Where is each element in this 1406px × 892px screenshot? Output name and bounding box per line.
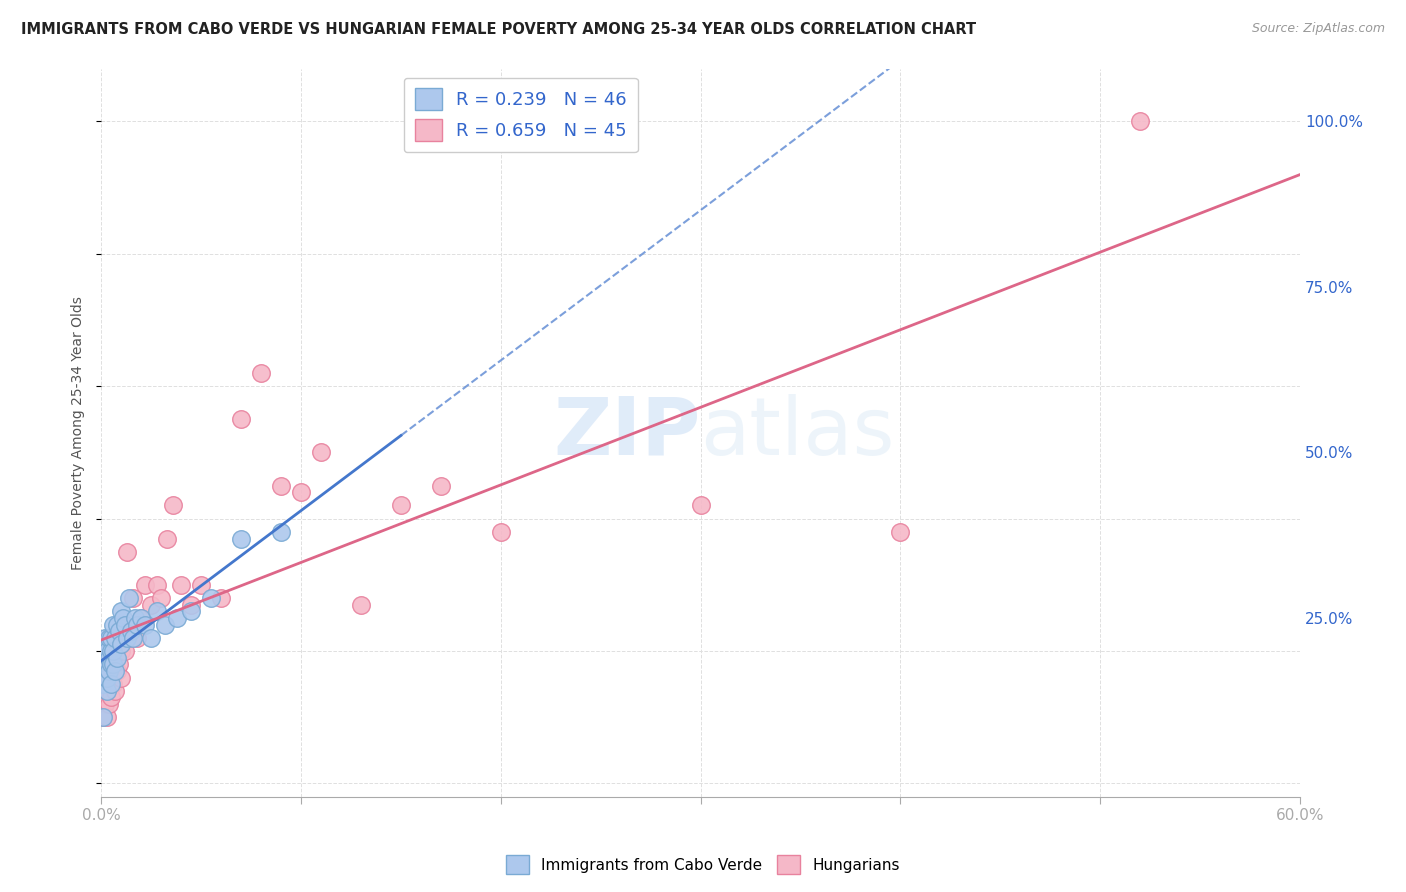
Point — [98, 664, 121, 678]
Point — [98, 697, 121, 711]
Point — [96, 683, 118, 698]
Point — [110, 604, 132, 618]
Y-axis label: Female Poverty Among 25-34 Year Olds: Female Poverty Among 25-34 Year Olds — [72, 295, 86, 569]
Point — [389, 499, 412, 513]
Point — [100, 664, 122, 678]
Point — [94, 644, 117, 658]
Point — [430, 478, 453, 492]
Point — [270, 478, 292, 492]
Point — [134, 617, 156, 632]
Point — [166, 611, 188, 625]
Point — [100, 690, 122, 705]
Point — [209, 591, 232, 606]
Point — [94, 671, 117, 685]
Point — [129, 611, 152, 625]
Point — [108, 657, 131, 672]
Point — [127, 617, 149, 632]
Point — [91, 657, 114, 672]
Point — [141, 598, 163, 612]
Point — [105, 617, 128, 632]
Point — [96, 710, 118, 724]
Point — [108, 624, 131, 639]
Point — [290, 485, 312, 500]
Point — [91, 677, 114, 691]
Point — [162, 499, 184, 513]
Point — [124, 611, 146, 625]
Point — [229, 412, 252, 426]
Point — [170, 578, 193, 592]
Point — [115, 631, 138, 645]
Point — [112, 631, 135, 645]
Point — [156, 532, 179, 546]
Point — [98, 671, 121, 685]
Point — [94, 631, 117, 645]
Point — [105, 664, 128, 678]
Legend: R = 0.239   N = 46, R = 0.659   N = 45: R = 0.239 N = 46, R = 0.659 N = 45 — [404, 78, 638, 153]
Point — [120, 631, 142, 645]
Point — [489, 524, 512, 539]
Point — [98, 631, 121, 645]
Text: ZIP: ZIP — [554, 393, 700, 472]
Point — [105, 644, 128, 658]
Point — [180, 604, 202, 618]
Point — [103, 677, 125, 691]
Point — [100, 677, 122, 691]
Point — [96, 683, 118, 698]
Point — [250, 366, 273, 380]
Point — [100, 631, 122, 645]
Text: IMMIGRANTS FROM CABO VERDE VS HUNGARIAN FEMALE POVERTY AMONG 25-34 YEAR OLDS COR: IMMIGRANTS FROM CABO VERDE VS HUNGARIAN … — [21, 22, 976, 37]
Text: atlas: atlas — [700, 393, 896, 472]
Point — [96, 644, 118, 658]
Point — [100, 657, 122, 672]
Point — [309, 445, 332, 459]
Point — [104, 664, 127, 678]
Text: Source: ZipAtlas.com: Source: ZipAtlas.com — [1251, 22, 1385, 36]
Point — [112, 611, 135, 625]
Point — [146, 604, 169, 618]
Point — [229, 532, 252, 546]
Point — [110, 644, 132, 658]
Point — [103, 657, 125, 672]
Point — [153, 617, 176, 632]
Point — [129, 611, 152, 625]
Legend: Immigrants from Cabo Verde, Hungarians: Immigrants from Cabo Verde, Hungarians — [499, 849, 907, 880]
Point — [122, 631, 145, 645]
Point — [127, 631, 149, 645]
Point — [104, 631, 127, 645]
Point — [118, 591, 141, 606]
Point — [190, 578, 212, 592]
Point — [103, 657, 125, 672]
Point — [889, 524, 911, 539]
Point — [91, 710, 114, 724]
Point — [100, 644, 122, 658]
Point — [150, 591, 173, 606]
Point — [689, 499, 711, 513]
Point — [122, 591, 145, 606]
Point — [98, 650, 121, 665]
Point — [110, 671, 132, 685]
Point — [134, 578, 156, 592]
Point — [115, 545, 138, 559]
Point — [94, 657, 117, 672]
Point — [120, 624, 142, 639]
Point — [114, 644, 136, 658]
Point — [105, 650, 128, 665]
Point — [180, 598, 202, 612]
Point — [146, 578, 169, 592]
Point — [103, 644, 125, 658]
Point — [141, 631, 163, 645]
Point — [114, 617, 136, 632]
Point — [350, 598, 373, 612]
Point — [96, 671, 118, 685]
Point — [270, 524, 292, 539]
Point — [103, 617, 125, 632]
Point — [1129, 114, 1152, 128]
Point — [200, 591, 222, 606]
Point — [91, 710, 114, 724]
Point — [110, 637, 132, 651]
Point — [104, 683, 127, 698]
Point — [91, 644, 114, 658]
Point — [94, 697, 117, 711]
